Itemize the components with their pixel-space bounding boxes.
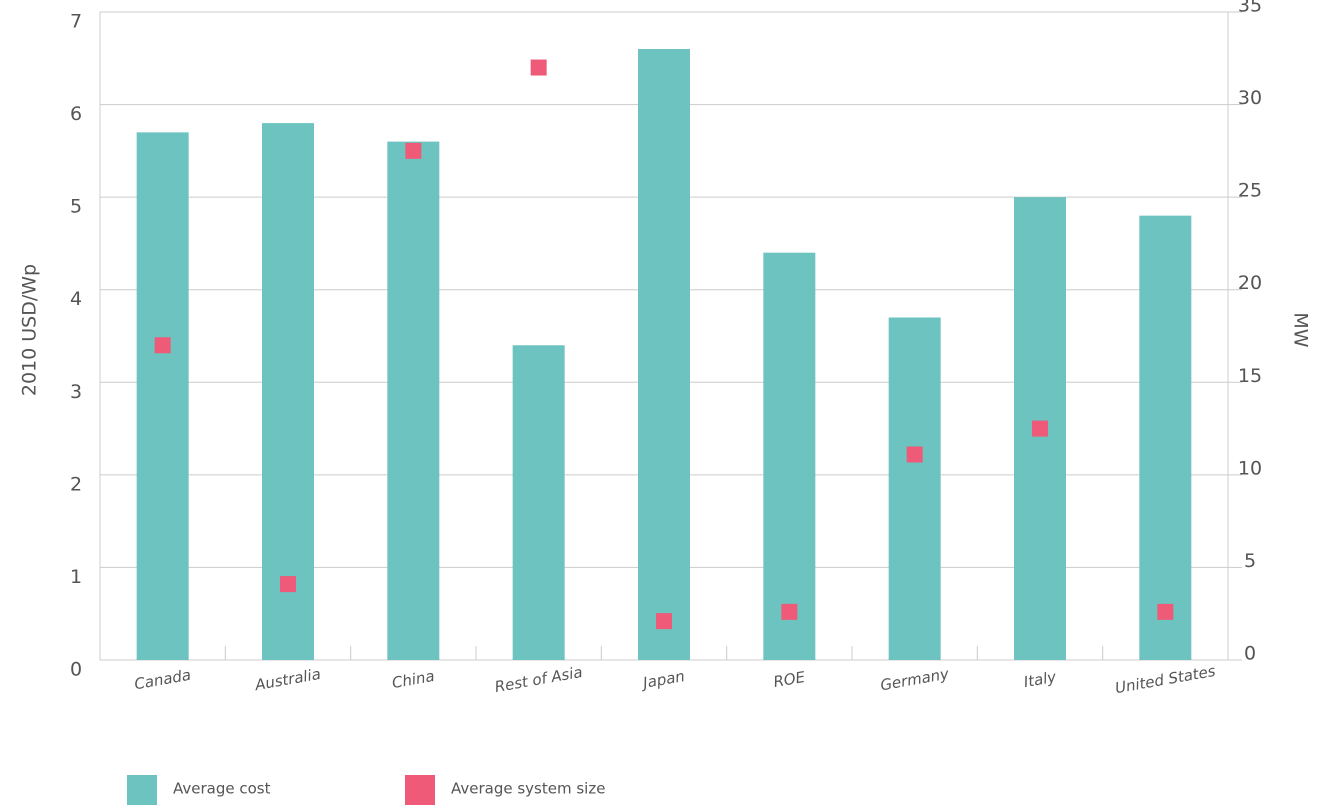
point — [1157, 603, 1174, 620]
y-tick-label: 0 — [70, 659, 82, 681]
point — [906, 446, 923, 463]
y-tick-label: 1 — [70, 566, 82, 588]
bar — [387, 141, 440, 661]
y-tick-label: 6 — [70, 103, 82, 125]
bar — [888, 317, 941, 660]
y-tick-label: 5 — [70, 196, 82, 218]
y2-tick-label: 20 — [1238, 272, 1262, 294]
bar — [638, 49, 690, 661]
y2-tick-label: 30 — [1238, 87, 1262, 109]
legend-label: Average cost — [173, 780, 271, 798]
x-tick-label: United States — [1114, 662, 1217, 697]
point — [781, 603, 798, 620]
x-tick-label: China — [391, 667, 436, 692]
y2-tick-label: 35 — [1238, 0, 1262, 17]
y2-tick-label: 10 — [1238, 457, 1262, 479]
y-axis-label: 2010 USD/Wp — [19, 264, 41, 396]
x-tick-label: ROE — [772, 668, 807, 691]
y2-tick-label: 0 — [1244, 643, 1256, 665]
point — [280, 576, 296, 593]
x-tick-label: Italy — [1022, 668, 1058, 692]
point — [405, 142, 422, 159]
point — [656, 613, 672, 630]
legend-swatch — [127, 775, 157, 805]
bar — [136, 132, 189, 661]
y-tick-label: 2 — [70, 473, 82, 495]
bar — [1139, 215, 1192, 660]
y2-tick-label: 15 — [1238, 365, 1262, 387]
y-tick-label: 4 — [70, 288, 82, 310]
point — [530, 59, 547, 76]
bar — [262, 123, 314, 661]
y-tick-label: 3 — [70, 381, 82, 403]
x-tick-label: Canada — [133, 666, 192, 694]
point — [154, 337, 171, 354]
x-tick-label: Germany — [879, 664, 951, 694]
y-tick-label: 7 — [70, 11, 82, 33]
bar — [512, 345, 565, 660]
legend-label: Average system size — [451, 780, 605, 798]
bar — [763, 252, 816, 660]
y2-tick-label: 25 — [1238, 180, 1262, 202]
y2-axis-label: MW — [1290, 312, 1312, 347]
y2-tick-label: 5 — [1244, 550, 1256, 572]
point — [1032, 420, 1048, 437]
x-tick-label: Rest of Asia — [493, 663, 584, 696]
x-tick-label: Japan — [639, 667, 686, 693]
x-tick-label: Australia — [253, 665, 322, 694]
legend-swatch — [405, 775, 435, 805]
